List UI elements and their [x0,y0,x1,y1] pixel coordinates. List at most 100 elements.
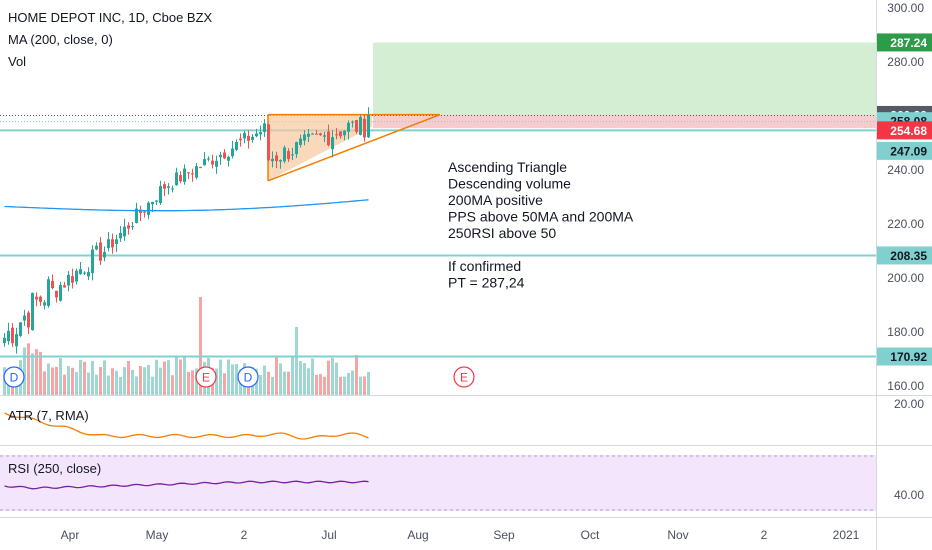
candle-body [215,160,218,167]
volume-bar [163,361,166,395]
volume-bar [63,374,66,395]
annotation-line: Ascending Triangle [448,159,567,175]
candle-body [67,274,70,286]
volume-bar [287,371,290,395]
candle-body [27,312,30,328]
candle-body [291,154,294,156]
candle-body [243,132,246,139]
candle-body [251,136,254,140]
time-tick-label: 2021 [833,528,860,542]
annotation-text[interactable]: Ascending Triangle Descending volume 200MA… [448,159,634,291]
volume-bar [303,363,306,395]
volume-legend[interactable]: Vol [8,54,26,69]
volume-bar [155,359,158,395]
candle-body [7,330,10,342]
candle-body [115,239,118,245]
price-tick-label: 160.00 [887,379,924,393]
event-marker[interactable]: D [3,366,25,388]
time-tick-label: Jul [321,528,336,542]
candle-body [111,239,114,248]
volume-bar [219,359,222,395]
candle-body [287,151,290,160]
time-tick-label: May [146,528,169,542]
candle-body [351,121,354,123]
time-axis[interactable]: Apr May 2 Jul Aug Sep Oct Nov 2 2021 [61,528,860,542]
price-tag-bg [877,246,932,265]
volume-bar [259,375,262,395]
volume-bar [183,356,186,395]
candle-body [51,280,54,289]
volume-bar [359,376,362,395]
candle-body [227,156,230,161]
event-marker[interactable]: E [195,366,217,388]
atr-legend[interactable]: ATR (7, RMA) [8,408,89,423]
rsi-line [4,480,369,490]
candle-body [91,249,94,274]
candle-body [303,134,306,141]
volume-bar [187,371,190,395]
candle-body [107,239,110,249]
volume-bar [43,371,46,395]
event-marker[interactable]: D [237,366,259,388]
candle-body [311,133,314,135]
candle-body [179,175,182,182]
atr-pane[interactable] [0,396,876,445]
event-circle [237,366,259,388]
candle-body [131,226,134,228]
candle-body [359,116,362,135]
volume-bar [351,370,354,395]
candle-body [19,322,22,337]
candle-body [331,137,334,150]
candle-body [363,118,366,138]
volume-bar [327,360,330,395]
volume-bar [131,369,134,395]
candle-body [39,296,42,302]
ma-legend[interactable]: MA (200, close, 0) [8,32,113,47]
rsi-legend[interactable]: RSI (250, close) [8,461,101,476]
volume-bar [299,361,302,395]
volume-bar [343,376,346,395]
time-tick-label: Nov [667,528,688,542]
candle-body [263,123,266,132]
candle-body [147,202,150,215]
candle-body [99,242,102,261]
candle-body [155,200,158,202]
event-marker[interactable]: E [453,366,475,388]
atr-line [4,412,369,440]
candle-body [127,225,130,229]
volume-bar [271,376,274,395]
position-boxes[interactable] [0,42,876,129]
volume-bar [67,366,70,395]
price-tag-bg [877,33,932,52]
candle-body [347,122,350,132]
time-tick-label: Aug [407,528,428,542]
annotation-line: 250RSI above 50 [448,225,556,241]
volume-bar [235,364,238,395]
volume-bar [367,372,370,395]
price-tick-label: 220.00 [887,217,924,231]
volume-bar [87,372,90,395]
volume-bar [35,349,38,395]
candle-body [11,327,14,344]
horizontal-levels[interactable] [0,129,876,358]
candle-body [307,133,310,137]
price-tag: 254.68 [877,121,932,140]
candle-body [175,172,178,186]
volume-bar [179,359,182,395]
rsi-pane-bg [0,455,876,511]
candle-body [299,138,302,145]
candle-body [343,130,346,136]
candle-body [199,167,202,169]
volume-bar [99,367,102,395]
price-tag-bg [877,141,932,160]
price-tag: 170.92 [877,347,932,366]
time-tick-label: Sep [493,528,515,542]
candle-body [239,138,242,141]
candle-body [207,158,210,160]
candle-body [123,226,126,237]
price-tag: 208.35 [877,246,932,265]
candle-body [367,114,370,138]
candle-body [79,269,82,275]
